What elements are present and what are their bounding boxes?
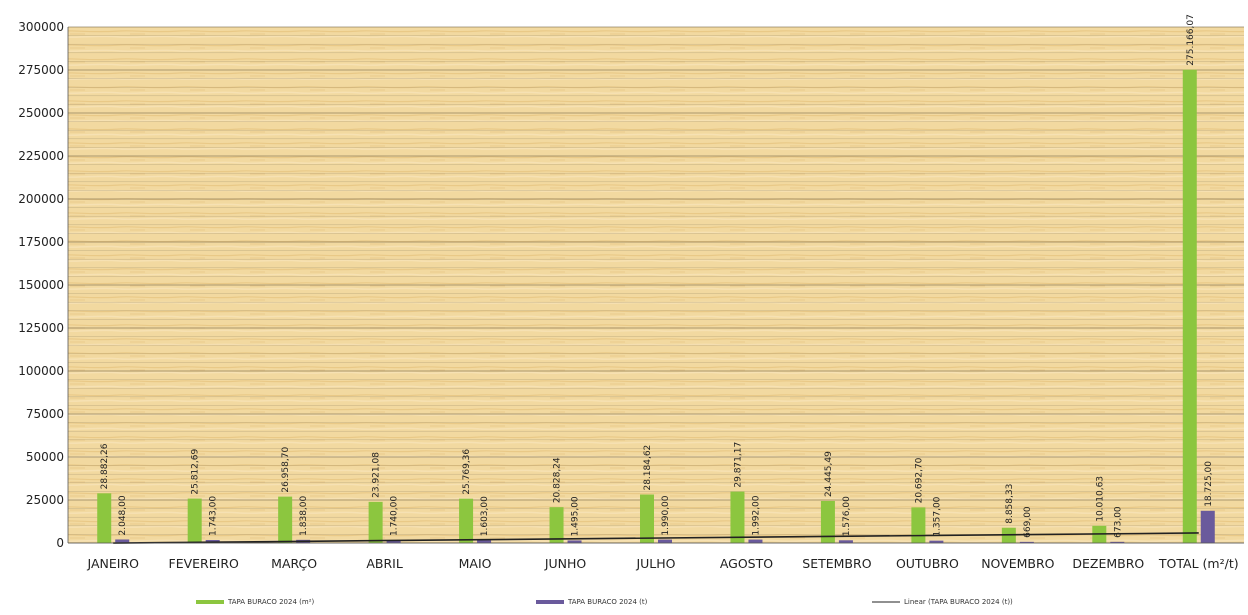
bar-series xyxy=(97,69,1215,544)
data-label-t: 1.576,00 xyxy=(842,496,852,536)
legend-swatch-m2 xyxy=(196,600,224,604)
y-tick-label: 275000 xyxy=(18,63,64,77)
bar-t xyxy=(115,539,130,543)
legend-label-m2: TAPA BURACO 2024 (m²) xyxy=(227,598,314,606)
bar-m2 xyxy=(187,498,202,543)
bar-t xyxy=(838,540,853,543)
data-label-m2: 26.958,70 xyxy=(281,447,291,493)
x-category-label: MAIO xyxy=(459,556,492,571)
data-labels: 28.882,26 2.048,00 25.812,69 1.743,00 26.958… xyxy=(100,14,1214,538)
bar-t xyxy=(658,539,672,543)
bar-t xyxy=(477,540,492,543)
bar-m2 xyxy=(459,498,474,543)
data-label-m2: 25.812,69 xyxy=(191,449,201,495)
bar-m2 xyxy=(820,500,835,543)
x-category-label: MARÇO xyxy=(271,556,317,571)
x-category-label: TOTAL (m²/t) xyxy=(1158,556,1239,571)
y-tick-label: 100000 xyxy=(18,364,64,378)
bar-m2 xyxy=(368,501,383,543)
x-category-label: NOVEMBRO xyxy=(981,556,1054,571)
x-category-label: JANEIRO xyxy=(86,556,139,571)
legend-label-t: TAPA BURACO 2024 (t) xyxy=(567,598,648,606)
data-label-t: 1.992,00 xyxy=(751,495,761,535)
data-label-t: 1.603,00 xyxy=(480,496,490,536)
data-label-m2: 24.445,49 xyxy=(824,451,834,497)
data-label-t: 1.743,00 xyxy=(209,496,219,536)
trendline xyxy=(113,532,1199,544)
legend-swatch-t xyxy=(536,600,564,604)
x-axis: JANEIRO FEVEREIRO MARÇO ABRIL MAIO JUNHO JULHO… xyxy=(68,542,1244,571)
x-category-label: JUNHO xyxy=(544,556,587,571)
y-tick-label: 25000 xyxy=(26,493,64,507)
data-label-m2: 23.921,08 xyxy=(372,452,382,498)
bar-t xyxy=(1110,541,1125,543)
data-label-t: 1.740,00 xyxy=(390,496,400,536)
data-label-t: 1.495,00 xyxy=(571,496,581,536)
data-label-t: 2.048,00 xyxy=(118,495,128,535)
bar-t xyxy=(929,540,944,543)
trendline-line xyxy=(113,532,1199,544)
x-category-label: ABRIL xyxy=(366,556,402,571)
bar-m2 xyxy=(549,507,564,543)
gridlines xyxy=(68,26,1244,544)
bar-m2 xyxy=(97,493,112,543)
x-category-label: AGOSTO xyxy=(720,556,773,571)
y-tick-label: 250000 xyxy=(18,106,64,120)
x-category-label: FEVEREIRO xyxy=(169,556,239,571)
data-label-m2: 29.871,17 xyxy=(733,442,743,488)
bar-m2 xyxy=(730,491,745,543)
bar-m2 xyxy=(1182,69,1197,544)
bar-m2 xyxy=(911,507,926,543)
bar-t xyxy=(1200,510,1215,543)
bar-t xyxy=(386,540,401,543)
data-label-t: 1.990,00 xyxy=(661,495,671,535)
data-label-m2: 20.692,70 xyxy=(914,457,924,503)
data-label-m2: 25.769,36 xyxy=(462,449,472,495)
data-label-t: 669,00 xyxy=(1023,506,1033,538)
data-label-m2: 20.828,24 xyxy=(553,457,563,503)
bar-m2 xyxy=(278,496,293,543)
y-tick-label: 150000 xyxy=(18,278,64,292)
y-tick-label: 200000 xyxy=(18,192,64,206)
y-tick-label: 125000 xyxy=(18,321,64,335)
data-label-t: 1.838,00 xyxy=(299,495,309,535)
y-tick-label: 75000 xyxy=(26,407,64,421)
data-label-m2: 28.882,26 xyxy=(100,443,110,489)
y-tick-label: 0 xyxy=(56,536,64,550)
data-label-m2: 10.010,63 xyxy=(1095,476,1105,522)
bar-t xyxy=(567,540,582,543)
data-label-m2: 28.184,62 xyxy=(643,445,653,491)
y-tick-label: 300000 xyxy=(18,20,64,34)
legend: TAPA BURACO 2024 (m²) TAPA BURACO 2024 (t… xyxy=(196,598,1013,606)
data-label-m2: 8.858,33 xyxy=(1005,484,1015,524)
y-tick-label: 225000 xyxy=(18,149,64,163)
data-label-t: 1.357,00 xyxy=(932,496,942,536)
y-axis: 0 25000 50000 75000 100000 125000 150000 175000… xyxy=(18,20,69,550)
x-category-label: DEZEMBRO xyxy=(1072,556,1144,571)
data-label-t: 673,00 xyxy=(1113,506,1123,538)
bar-t xyxy=(1019,541,1034,543)
x-category-label: OUTUBRO xyxy=(896,556,959,571)
data-label-m2: 275.166,07 xyxy=(1186,14,1196,66)
x-category-label: JULHO xyxy=(635,556,675,571)
legend-label-trend: Linear (TAPA BURACO 2024 (t)) xyxy=(904,598,1013,606)
bar-m2 xyxy=(640,494,654,543)
y-tick-label: 175000 xyxy=(18,235,64,249)
bar-t xyxy=(748,539,763,543)
data-label-t: 18.725,00 xyxy=(1204,461,1214,507)
x-category-label: SETEMBRO xyxy=(802,556,871,571)
y-tick-label: 50000 xyxy=(26,450,64,464)
